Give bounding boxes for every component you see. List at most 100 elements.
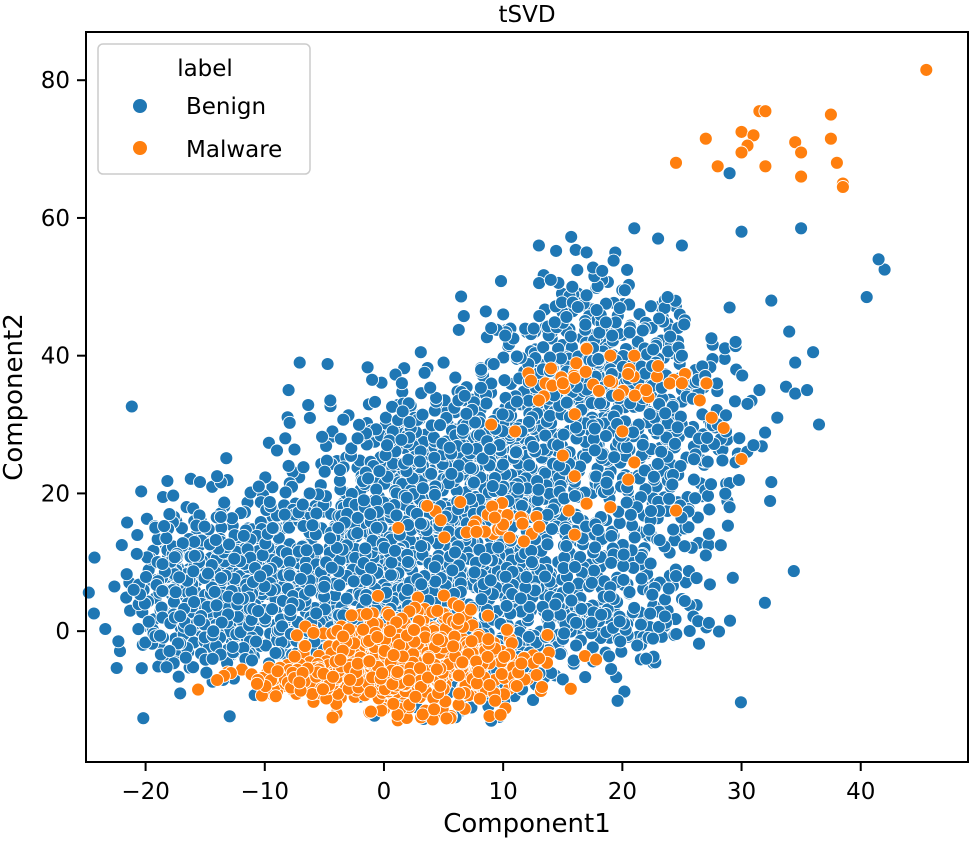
- data-point-malware: [716, 421, 731, 435]
- data-point-malware: [758, 159, 773, 174]
- data-point-benign: [333, 431, 348, 446]
- data-point-benign: [526, 321, 541, 336]
- data-point-benign: [124, 399, 139, 414]
- data-point-malware: [298, 639, 312, 654]
- data-point-benign: [474, 362, 489, 377]
- data-point-benign: [346, 574, 361, 589]
- x-tick-label: 40: [846, 779, 875, 805]
- data-point-benign: [713, 538, 728, 553]
- data-point-benign: [524, 555, 539, 570]
- data-point-benign: [81, 585, 96, 600]
- data-point-benign: [661, 581, 676, 596]
- data-point-malware: [431, 632, 446, 647]
- data-point-benign: [401, 555, 415, 569]
- data-point-benign: [704, 477, 718, 492]
- data-point-benign: [593, 396, 608, 411]
- data-point-malware: [292, 675, 307, 690]
- data-point-benign: [227, 551, 242, 566]
- data-point-benign: [236, 528, 251, 543]
- data-point-benign: [192, 613, 207, 628]
- data-point-benign: [459, 406, 474, 421]
- data-point-benign: [657, 609, 672, 624]
- data-point-malware: [408, 689, 423, 704]
- data-point-benign: [111, 634, 126, 649]
- data-point-benign: [423, 380, 438, 395]
- data-point-benign: [604, 555, 619, 570]
- data-point-malware: [699, 376, 714, 391]
- data-point-benign: [478, 304, 493, 319]
- data-point-malware: [421, 651, 436, 666]
- data-point-benign: [187, 534, 202, 549]
- data-point-benign: [687, 452, 701, 467]
- x-tick-label: 20: [608, 779, 637, 805]
- data-point-malware: [421, 670, 435, 685]
- data-point-benign: [565, 279, 580, 294]
- data-point-malware: [692, 393, 707, 408]
- data-point-benign: [168, 585, 183, 600]
- data-point-benign: [293, 571, 308, 586]
- data-point-benign: [350, 526, 365, 541]
- data-point-benign: [270, 443, 284, 458]
- data-point-malware: [363, 684, 378, 699]
- data-point-malware: [472, 691, 487, 706]
- data-point-benign: [643, 556, 658, 571]
- data-point-malware: [567, 527, 582, 542]
- data-point-benign: [214, 571, 229, 585]
- data-point-malware: [540, 628, 555, 642]
- data-point-malware: [464, 634, 479, 649]
- data-point-benign: [646, 631, 660, 646]
- data-point-benign: [302, 486, 317, 501]
- data-point-benign: [444, 466, 459, 481]
- data-point-benign: [329, 540, 344, 555]
- data-point-benign: [131, 622, 146, 637]
- data-point-benign: [350, 431, 365, 446]
- data-point-benign: [522, 414, 536, 429]
- data-point-malware: [627, 348, 642, 363]
- data-point-benign: [779, 379, 793, 394]
- data-point-malware: [794, 145, 809, 160]
- data-point-benign: [495, 407, 510, 422]
- data-point-malware: [390, 665, 405, 679]
- data-point-benign: [606, 253, 621, 268]
- data-point-benign: [700, 430, 715, 445]
- data-point-benign: [662, 491, 677, 506]
- data-point-malware: [420, 498, 435, 513]
- data-point-benign: [153, 628, 167, 643]
- data-point-benign: [134, 661, 149, 676]
- data-point-benign: [700, 454, 715, 469]
- data-point-benign: [643, 606, 658, 621]
- data-point-benign: [388, 543, 402, 558]
- data-point-malware: [480, 649, 495, 664]
- data-point-malware: [481, 632, 496, 647]
- data-point-benign: [734, 224, 749, 239]
- data-point-benign: [268, 646, 283, 660]
- data-point-benign: [364, 561, 378, 576]
- data-point-benign: [175, 536, 190, 551]
- data-point-malware: [316, 682, 330, 697]
- data-point-benign: [531, 238, 546, 253]
- data-point-malware: [561, 503, 576, 518]
- data-point-benign: [296, 460, 311, 475]
- data-point-benign: [119, 567, 134, 582]
- data-point-benign: [139, 570, 153, 584]
- legend-title: label: [177, 56, 233, 82]
- data-point-benign: [663, 329, 678, 344]
- data-point-malware: [621, 472, 636, 487]
- data-point-malware: [415, 707, 430, 722]
- data-point-malware: [471, 665, 486, 679]
- data-point-benign: [521, 629, 536, 644]
- data-point-benign: [186, 660, 201, 675]
- data-point-benign: [107, 579, 122, 594]
- data-point-malware: [356, 622, 371, 637]
- data-point-malware: [500, 622, 514, 637]
- data-point-benign: [162, 507, 177, 522]
- data-point-benign: [214, 615, 229, 630]
- data-point-benign: [384, 555, 399, 570]
- data-point-benign: [635, 323, 650, 338]
- data-point-benign: [788, 386, 803, 401]
- data-point-benign: [642, 522, 657, 537]
- data-point-malware: [494, 667, 509, 681]
- data-point-benign: [412, 454, 427, 469]
- data-point-benign: [466, 475, 481, 490]
- data-point-benign: [167, 550, 182, 565]
